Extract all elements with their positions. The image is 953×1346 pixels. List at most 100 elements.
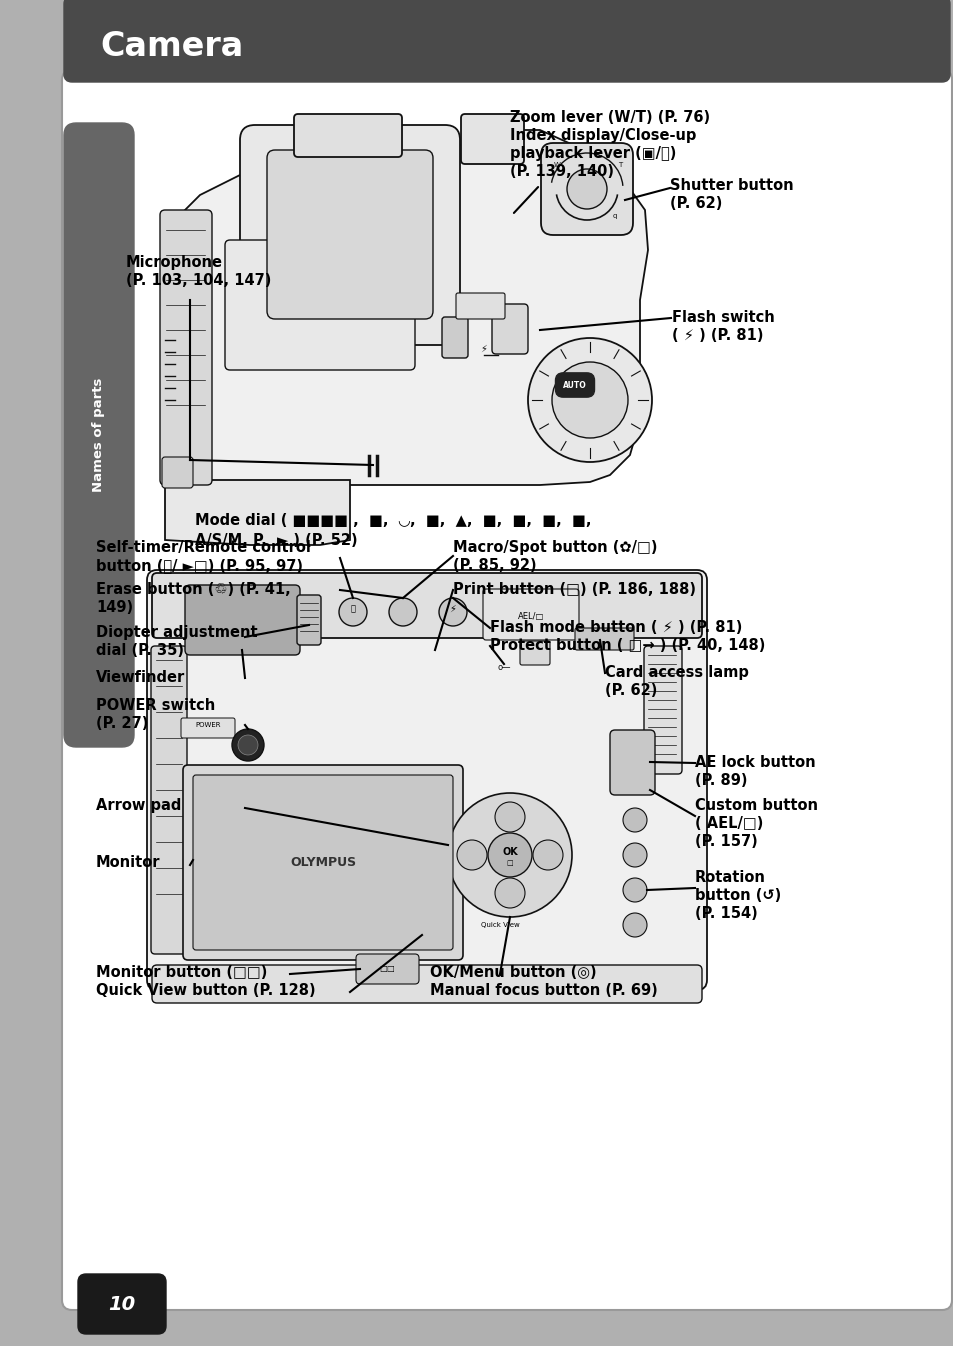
Text: (P. 62): (P. 62): [604, 682, 657, 699]
Text: POWER switch: POWER switch: [96, 699, 215, 713]
Text: (P. 89): (P. 89): [695, 773, 747, 787]
Circle shape: [527, 338, 651, 462]
Text: OK/Menu button (◎): OK/Menu button (◎): [430, 965, 596, 980]
FancyBboxPatch shape: [643, 646, 681, 774]
Text: Self-timer/Remote control: Self-timer/Remote control: [96, 540, 311, 555]
Text: Viewfinder: Viewfinder: [96, 670, 185, 685]
Text: Protect button ( □→ ) (P. 40, 148): Protect button ( □→ ) (P. 40, 148): [490, 638, 764, 653]
FancyBboxPatch shape: [441, 318, 468, 358]
FancyBboxPatch shape: [575, 629, 634, 650]
Circle shape: [622, 808, 646, 832]
Circle shape: [495, 802, 524, 832]
Text: Arrow pad: Arrow pad: [96, 798, 181, 813]
FancyBboxPatch shape: [183, 765, 462, 960]
Text: Macro/Spot button (✿/□): Macro/Spot button (✿/□): [453, 540, 657, 555]
Text: Flash mode button ( ⚡ ) (P. 81): Flash mode button ( ⚡ ) (P. 81): [490, 621, 741, 635]
Text: (P. 62): (P. 62): [669, 197, 721, 211]
Text: Shutter button: Shutter button: [669, 178, 793, 192]
Text: Monitor: Monitor: [96, 855, 160, 870]
Text: POWER: POWER: [194, 721, 220, 728]
Text: Card access lamp: Card access lamp: [604, 665, 748, 680]
Circle shape: [566, 170, 606, 209]
Text: (P. 103, 104, 147): (P. 103, 104, 147): [126, 273, 271, 288]
Text: button (↺): button (↺): [695, 888, 781, 903]
Text: dial (P. 35): dial (P. 35): [96, 643, 184, 658]
FancyBboxPatch shape: [151, 646, 187, 954]
Text: button (⌛/ ►□) (P. 95, 97): button (⌛/ ►□) (P. 95, 97): [96, 559, 303, 573]
Text: (P. 85, 92): (P. 85, 92): [453, 559, 536, 573]
Text: AUTO: AUTO: [562, 381, 586, 389]
FancyBboxPatch shape: [519, 641, 550, 665]
Text: Print button (□) (P. 186, 188): Print button (□) (P. 186, 188): [453, 581, 696, 598]
Text: q: q: [612, 213, 617, 219]
Text: playback lever (▣/⌕): playback lever (▣/⌕): [510, 145, 676, 162]
Text: Quick View: Quick View: [480, 922, 518, 927]
FancyBboxPatch shape: [160, 210, 212, 485]
Text: ( ⚡ ) (P. 81): ( ⚡ ) (P. 81): [671, 328, 762, 343]
FancyBboxPatch shape: [152, 965, 701, 1003]
FancyBboxPatch shape: [62, 70, 951, 1310]
FancyBboxPatch shape: [181, 717, 234, 738]
Text: (P. 139, 140): (P. 139, 140): [510, 164, 614, 179]
Text: o—: o—: [497, 662, 510, 672]
FancyBboxPatch shape: [460, 114, 523, 164]
FancyBboxPatch shape: [193, 775, 453, 950]
Text: Diopter adjustment: Diopter adjustment: [96, 625, 257, 639]
Text: OLYMPUS: OLYMPUS: [290, 856, 355, 868]
Circle shape: [488, 833, 532, 878]
Circle shape: [622, 843, 646, 867]
Circle shape: [622, 878, 646, 902]
Text: A/S/M, P,  ► ) (P. 52): A/S/M, P, ► ) (P. 52): [194, 533, 357, 548]
Text: Zoom lever (W/T) (P. 76): Zoom lever (W/T) (P. 76): [510, 110, 709, 125]
Text: (P. 154): (P. 154): [695, 906, 757, 921]
Circle shape: [495, 878, 524, 909]
Text: ( AEL/□): ( AEL/□): [695, 816, 762, 830]
Text: ⌛: ⌛: [350, 604, 355, 614]
Text: Microphone: Microphone: [126, 254, 223, 271]
Circle shape: [232, 730, 264, 760]
Text: Custom button: Custom button: [695, 798, 817, 813]
Text: W: W: [553, 162, 559, 168]
Circle shape: [438, 598, 467, 626]
Text: Flash switch: Flash switch: [671, 310, 774, 324]
Circle shape: [533, 840, 562, 870]
Text: T: T: [618, 162, 621, 168]
FancyBboxPatch shape: [152, 573, 701, 638]
FancyBboxPatch shape: [296, 595, 320, 645]
Text: AEL/□: AEL/□: [517, 612, 543, 622]
FancyBboxPatch shape: [78, 1275, 166, 1334]
FancyBboxPatch shape: [492, 304, 527, 354]
FancyBboxPatch shape: [64, 122, 133, 747]
Polygon shape: [165, 481, 350, 545]
Circle shape: [552, 362, 627, 437]
Text: □□: □□: [378, 964, 395, 973]
FancyBboxPatch shape: [225, 240, 415, 370]
FancyBboxPatch shape: [456, 293, 504, 319]
FancyBboxPatch shape: [147, 569, 706, 991]
FancyBboxPatch shape: [240, 125, 459, 345]
Text: 10: 10: [109, 1295, 135, 1315]
Text: OK: OK: [501, 847, 517, 857]
FancyBboxPatch shape: [294, 114, 401, 157]
Text: Quick View button (P. 128): Quick View button (P. 128): [96, 983, 315, 997]
Text: Camera: Camera: [100, 30, 243, 62]
Circle shape: [448, 793, 572, 917]
Text: (P. 27): (P. 27): [96, 716, 149, 731]
Text: Rotation: Rotation: [695, 870, 765, 886]
FancyBboxPatch shape: [482, 590, 578, 639]
Text: Index display/Close-up: Index display/Close-up: [510, 128, 696, 143]
Text: Names of parts: Names of parts: [92, 378, 106, 493]
Text: AE lock button: AE lock button: [695, 755, 815, 770]
Circle shape: [456, 840, 486, 870]
Text: 149): 149): [96, 600, 133, 615]
FancyBboxPatch shape: [609, 730, 655, 795]
Circle shape: [389, 598, 416, 626]
Text: ⚡: ⚡: [480, 345, 487, 354]
FancyBboxPatch shape: [162, 458, 193, 489]
Text: Manual focus button (P. 69): Manual focus button (P. 69): [430, 983, 657, 997]
Text: (P. 157): (P. 157): [695, 835, 757, 849]
Text: Mode dial ( ■■■■ ,  ■,  ◡,  ■,  ▲,  ■,  ■,  ■,  ■,: Mode dial ( ■■■■ , ■, ◡, ■, ▲, ■, ■, ■, …: [194, 513, 591, 528]
Text: ⚡: ⚡: [449, 604, 456, 614]
Circle shape: [338, 598, 367, 626]
Text: Erase button (♲) (P. 41,: Erase button (♲) (P. 41,: [96, 581, 291, 598]
